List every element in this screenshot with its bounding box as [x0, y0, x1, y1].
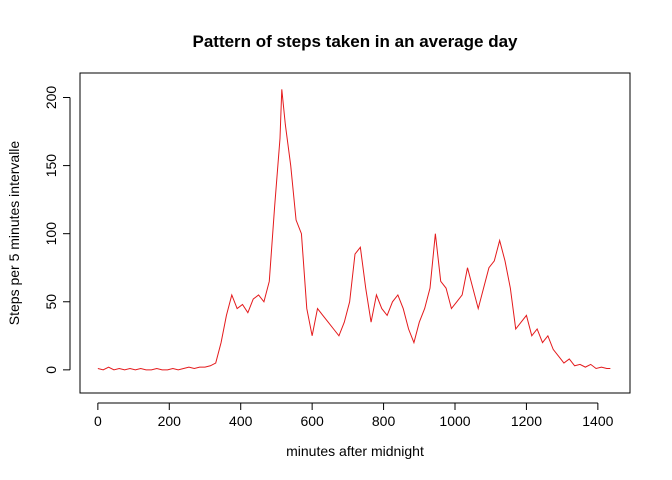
y-tick-label: 0 [43, 366, 59, 374]
x-tick-label: 400 [229, 413, 253, 429]
x-tick-label: 200 [158, 413, 182, 429]
x-tick-label: 800 [372, 413, 396, 429]
x-tick-label: 600 [300, 413, 324, 429]
plot-frame [79, 72, 631, 394]
x-tick-label: 0 [94, 413, 102, 429]
x-tick-label: 1400 [582, 413, 613, 429]
x-tick-label: 1200 [511, 413, 542, 429]
x-axis-label: minutes after midnight [286, 443, 424, 459]
chart-title: Pattern of steps taken in an average day [192, 32, 518, 51]
data-line [97, 89, 611, 371]
y-tick-label: 200 [43, 86, 59, 110]
y-tick-label: 50 [43, 294, 59, 310]
x-tick-label: 1000 [439, 413, 470, 429]
y-tick-label: 100 [43, 222, 59, 246]
y-tick-label: 150 [43, 154, 59, 178]
y-axis-label: Steps per 5 minutes intervalle [6, 141, 22, 326]
